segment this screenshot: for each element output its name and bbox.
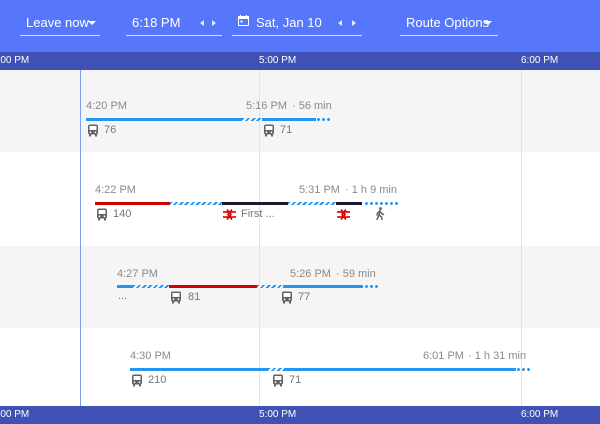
route-row[interactable] [0,330,600,412]
arrive-time: 5:26 PM [290,268,331,280]
route-segment [336,202,362,205]
axis-tick-label: 5:00 PM [259,55,297,66]
transfer-segment [268,368,284,371]
bus-icon [273,374,283,387]
leg-label: 71 [280,124,293,136]
transfer-segment [133,285,169,288]
bus-icon [97,208,107,221]
calendar-icon [238,15,249,26]
trip-duration: · 1 h 31 min [468,350,527,362]
current-time-line [80,70,81,406]
depart-mode-label: Leave now [26,15,89,30]
walk-dots [316,118,330,121]
transfer-segment [288,202,336,205]
axis-tick-label: 4:00 PM [0,409,30,420]
trip-duration: · 1 h 9 min [345,184,397,196]
depart-time: 4:27 PM [117,268,158,280]
grid-line [259,70,260,406]
chevron-down-icon [484,21,492,25]
axis-tick-label: 6:00 PM [521,409,559,420]
depart-time: 4:22 PM [95,184,136,196]
leg-label: 81 [188,291,201,303]
trip-duration: · 56 min [292,100,332,112]
transfer-segment [242,118,262,121]
arrive-time: 6:01 PM [423,350,464,362]
national-rail-icon [223,209,236,220]
leg-label: 77 [298,291,311,303]
leg-label: 210 [148,374,167,386]
axis-tick-label: 5:00 PM [259,409,297,420]
time-axis-top: 4:00 PM 5:00 PM 6:00 PM [0,52,600,70]
route-segment [130,368,268,371]
trip-duration: · 59 min [336,268,376,280]
route-segment [169,285,257,288]
arrive-time: 5:16 PM [246,100,287,112]
bus-icon [132,374,142,387]
route-segment [284,368,516,371]
axis-tick-label: 6:00 PM [521,55,559,66]
route-row[interactable] [0,160,600,242]
route-segment [117,285,133,288]
leg-label: 71 [289,374,302,386]
walk-dots [516,368,530,371]
depart-time: 4:30 PM [130,350,171,362]
bus-icon [282,291,292,304]
route-segment [95,202,170,205]
more-legs: ... [118,290,128,302]
date-previous-icon[interactable] [338,20,342,26]
bus-icon [171,291,181,304]
walk-icon [376,207,385,220]
bus-icon [88,124,98,137]
route-segment [262,118,316,121]
date-field[interactable]: Sat, Jan 10 [232,10,362,36]
time-next-icon[interactable] [212,20,216,26]
depart-mode-select[interactable]: Leave now [20,10,100,36]
route-row[interactable] [0,70,600,152]
toolbar: Leave now 6:18 PM Sat, Jan 10 Route Opti… [0,0,600,52]
time-previous-icon[interactable] [200,20,204,26]
transfer-segment [257,285,283,288]
date-next-icon[interactable] [352,20,356,26]
national-rail-icon [337,209,350,220]
bus-icon [264,124,274,137]
route-segment [222,202,288,205]
time-field[interactable]: 6:18 PM [126,10,222,36]
axis-tick-label: 4:00 PM [0,55,30,66]
time-value: 6:18 PM [132,15,181,30]
arrive-time: 5:31 PM [299,184,340,196]
leg-label: First ... [241,208,275,220]
leg-label: 76 [104,124,117,136]
leg-label: 140 [113,208,132,220]
depart-time: 4:20 PM [86,100,127,112]
walk-dots [364,202,398,205]
time-axis-bottom: 4:00 PM 5:00 PM 6:00 PM [0,406,600,424]
route-options-label: Route Options [406,15,490,30]
transfer-segment [170,202,222,205]
route-segment [86,118,242,121]
route-options-select[interactable]: Route Options [400,10,498,36]
grid-line [521,70,522,406]
chevron-down-icon [88,21,96,25]
route-segment [283,285,363,288]
walk-dots [364,285,378,288]
date-value: Sat, Jan 10 [256,15,322,30]
